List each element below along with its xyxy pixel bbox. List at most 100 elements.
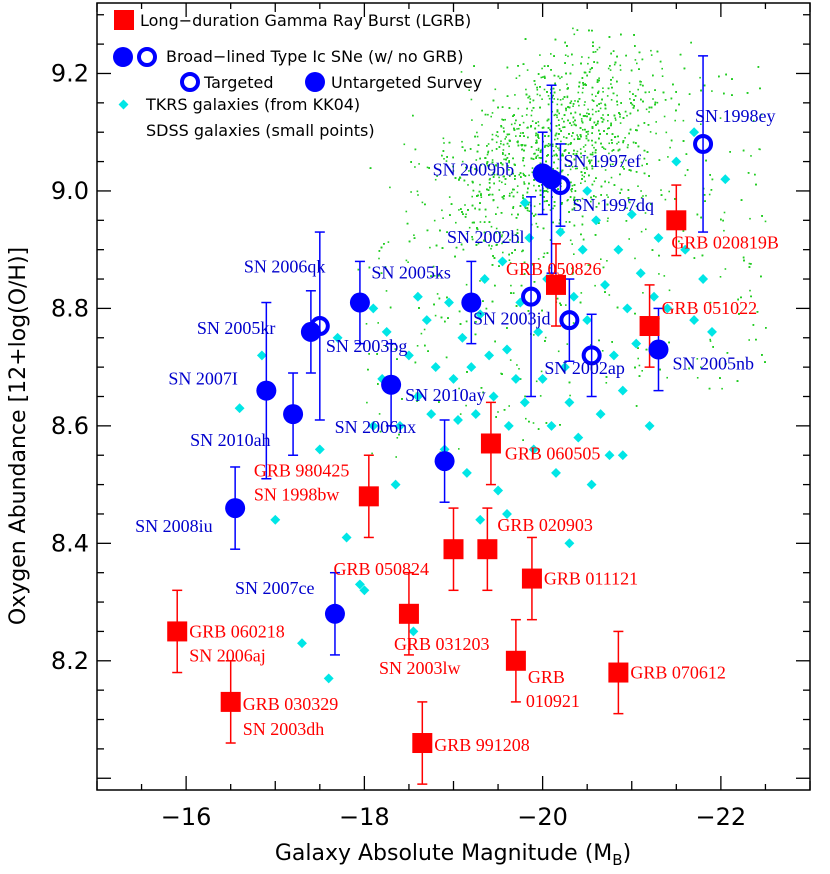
sdss-point bbox=[481, 109, 483, 112]
sdss-point bbox=[567, 143, 570, 146]
sdss-point bbox=[511, 213, 513, 216]
sdss-point bbox=[547, 191, 549, 193]
sdss-point bbox=[429, 246, 431, 249]
sdss-point bbox=[588, 160, 590, 162]
sdss-point bbox=[565, 109, 567, 112]
sdss-point bbox=[616, 80, 618, 83]
sdss-point bbox=[547, 103, 550, 106]
sdss-point bbox=[616, 306, 619, 309]
sdss-point bbox=[637, 109, 639, 112]
sdss-point bbox=[559, 77, 561, 80]
sdss-point bbox=[545, 190, 548, 192]
lgrb-label: GRB 060218 bbox=[189, 621, 285, 641]
tkrs-point bbox=[475, 514, 486, 525]
sdss-point bbox=[573, 253, 575, 255]
sdss-point bbox=[494, 284, 496, 287]
sdss-point bbox=[541, 127, 544, 129]
sdss-point bbox=[755, 338, 757, 341]
tkrs-point bbox=[502, 509, 512, 519]
sdss-point bbox=[709, 338, 711, 341]
sdss-point bbox=[614, 136, 616, 138]
sdss-point bbox=[413, 234, 415, 236]
sdss-point bbox=[723, 211, 726, 214]
sdss-point bbox=[646, 151, 649, 153]
legend: Long−duration Gamma Ray Burst (LGRB) Bro… bbox=[113, 10, 482, 140]
sdss-point bbox=[488, 164, 490, 167]
sdss-point bbox=[490, 247, 492, 250]
sdss-point bbox=[596, 48, 599, 51]
sdss-point bbox=[500, 142, 502, 145]
sdss-point bbox=[616, 104, 619, 106]
sdss-point bbox=[712, 346, 714, 348]
sdss-point bbox=[449, 214, 451, 216]
sdss-point bbox=[709, 174, 711, 176]
sdss-point bbox=[619, 122, 622, 124]
sdss-point bbox=[606, 203, 609, 206]
sdss-point bbox=[555, 145, 557, 148]
sdss-point bbox=[460, 243, 463, 246]
point-labels: GRB 060218 SN 2006aj GRB 030329 SN 2003dh GR… bbox=[135, 106, 779, 755]
sdss-point bbox=[534, 152, 536, 155]
lgrb-label-secondary: SN 2006aj bbox=[189, 645, 266, 665]
sdss-point bbox=[426, 229, 429, 232]
sdss-point bbox=[379, 430, 382, 433]
sdss-point bbox=[608, 152, 610, 155]
sdss-point bbox=[654, 103, 656, 106]
sdss-point bbox=[491, 112, 494, 114]
sdss-point bbox=[447, 317, 449, 319]
sdss-point bbox=[553, 98, 555, 100]
sdss-point bbox=[532, 263, 534, 266]
sdss-point bbox=[458, 310, 461, 313]
sdss-point bbox=[568, 381, 571, 384]
sdss-point bbox=[553, 150, 555, 152]
sdss-point bbox=[486, 145, 488, 147]
sdss-point bbox=[616, 55, 618, 58]
tkrs-point bbox=[568, 291, 579, 302]
sdss-point bbox=[580, 118, 583, 120]
sdss-point bbox=[546, 119, 549, 122]
sdss-point bbox=[521, 115, 524, 117]
sdss-point bbox=[556, 154, 558, 157]
sdss-point bbox=[366, 401, 368, 404]
sdss-point bbox=[443, 142, 445, 144]
sdss-point bbox=[528, 174, 530, 177]
sdss-point bbox=[571, 267, 573, 270]
sdss-point bbox=[584, 101, 586, 103]
sdss-point bbox=[559, 302, 561, 305]
sdss-point bbox=[559, 99, 562, 101]
sdss-point bbox=[622, 166, 624, 168]
sdss-point bbox=[578, 85, 580, 88]
sdss-point bbox=[587, 130, 590, 133]
tkrs-point bbox=[591, 215, 602, 226]
sdss-point bbox=[559, 89, 561, 91]
sdss-point bbox=[570, 100, 573, 102]
sdss-point bbox=[743, 259, 745, 262]
sdss-point bbox=[516, 191, 519, 194]
sdss-point bbox=[573, 33, 576, 36]
sdss-point bbox=[598, 103, 600, 105]
sdss-point bbox=[602, 266, 605, 269]
sdss-point bbox=[641, 370, 643, 372]
sdss-point bbox=[559, 424, 561, 426]
sdss-point bbox=[607, 67, 610, 70]
sdss-point bbox=[636, 129, 638, 132]
sdss-point bbox=[579, 113, 581, 116]
sdss-point bbox=[683, 67, 686, 70]
sdss-point bbox=[532, 99, 535, 102]
sdss-point bbox=[678, 103, 680, 106]
sdss-point bbox=[650, 106, 653, 109]
tkrs-point bbox=[626, 209, 637, 220]
sdss-point bbox=[492, 172, 495, 174]
sdss-point bbox=[581, 77, 584, 79]
sdss-point bbox=[601, 350, 604, 352]
sdss-point bbox=[442, 137, 445, 140]
sdss-point bbox=[518, 368, 520, 370]
sdss-point bbox=[591, 108, 594, 111]
sdss-point bbox=[570, 181, 572, 184]
sdss-point bbox=[502, 197, 505, 200]
tkrs-point bbox=[332, 332, 343, 343]
sdss-point bbox=[534, 83, 536, 86]
sdss-point bbox=[526, 209, 529, 212]
sdss-point bbox=[580, 171, 583, 173]
sdss-point bbox=[492, 99, 495, 102]
